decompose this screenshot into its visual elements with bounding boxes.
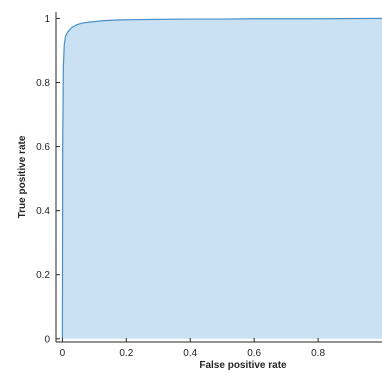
x-tick-label: 0.8 [311,348,325,359]
ticks-layer: 0 0.2 0.4 0.6 0.8 0 0.2 0.4 0.6 0.8 1 [36,14,325,359]
y-tick-label: 0.8 [36,78,50,89]
roc-area-fill-0 [62,18,382,339]
x-axis-label: False positive rate [199,360,287,371]
y-tick-label: 1 [44,14,50,25]
y-tick-label: 0.4 [36,206,50,217]
y-tick-label: 0 [44,334,50,345]
y-axis-label: True positive rate [17,135,28,218]
x-tick-label: 0 [60,348,66,359]
area-layer [61,17,382,339]
y-tick-label: 0.2 [36,270,50,281]
y-tick-label: 0.6 [36,142,50,153]
roc-curve-0 [61,17,382,339]
x-tick-label: 0.4 [183,348,197,359]
axes-layer [55,12,382,343]
x-tick-label: 0.2 [119,348,133,359]
x-tick-label: 0.6 [247,348,261,359]
